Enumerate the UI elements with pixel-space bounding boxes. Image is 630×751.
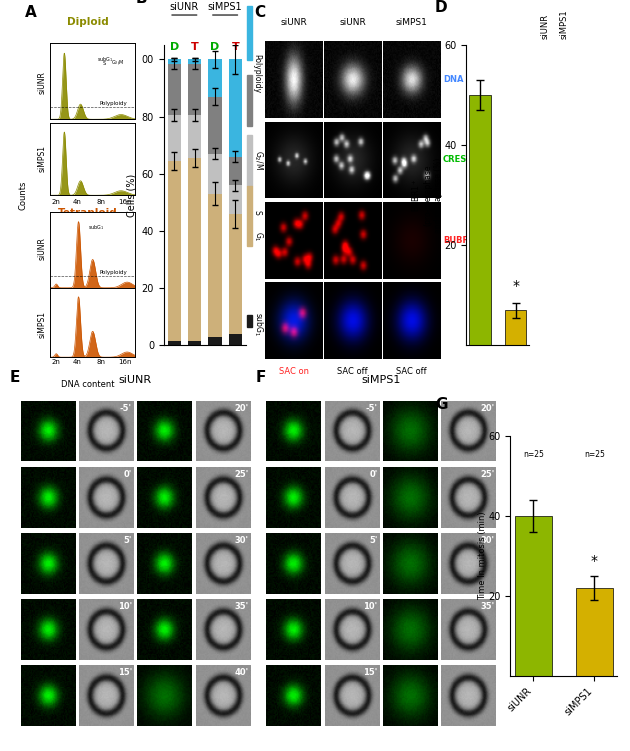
Bar (188, 115, 201, 158)
Bar (248, 135, 252, 186)
Text: B: B (135, 0, 147, 6)
Text: *: * (591, 553, 598, 568)
Bar (248, 315, 252, 327)
Y-axis label: BUBR1$^+$
(pro-metaphase
and metaphase (%): BUBR1$^+$ (pro-metaphase and metaphase (… (410, 158, 443, 233)
Bar (209, 194, 222, 337)
Bar (229, 214, 242, 334)
Text: siUNR: siUNR (280, 18, 307, 27)
Bar (188, 64, 201, 115)
Text: D: D (435, 0, 447, 15)
Y-axis label: Cells (%): Cells (%) (126, 173, 136, 217)
Text: 16n: 16n (118, 198, 132, 204)
Bar (188, 341, 201, 345)
Text: siMPS1: siMPS1 (559, 10, 568, 39)
Text: 16n: 16n (118, 359, 132, 365)
Bar (229, 185, 242, 214)
Text: siMPS1: siMPS1 (208, 2, 243, 12)
Text: G: G (435, 397, 448, 412)
Bar (248, 6, 252, 60)
Text: 4n: 4n (73, 359, 82, 365)
Bar (576, 588, 612, 676)
Text: n=25: n=25 (523, 450, 544, 459)
Text: siMPS1: siMPS1 (38, 146, 47, 173)
Text: BUBR1: BUBR1 (443, 236, 474, 245)
Text: siUNR: siUNR (119, 375, 152, 385)
Bar (469, 95, 491, 345)
Text: DNA content: DNA content (61, 380, 114, 389)
Bar (229, 157, 242, 185)
Bar (515, 516, 552, 676)
Text: Tetraploid: Tetraploid (58, 209, 117, 219)
Text: subG$_1$: subG$_1$ (252, 312, 265, 337)
Bar (209, 154, 222, 194)
Text: G$_2$/M: G$_2$/M (252, 150, 265, 170)
Text: D: D (210, 42, 220, 53)
Text: E: E (9, 369, 20, 385)
Text: D: D (169, 42, 179, 53)
Text: F: F (255, 369, 266, 385)
Bar (209, 97, 222, 154)
Text: siMPS1: siMPS1 (396, 18, 428, 27)
Text: 2n: 2n (52, 198, 60, 204)
Bar (229, 334, 242, 345)
Bar (168, 161, 181, 341)
Text: siUNR: siUNR (38, 71, 47, 95)
Bar (209, 337, 222, 345)
Text: n=25: n=25 (584, 450, 605, 459)
Bar (229, 59, 242, 157)
Text: siMPS1: siMPS1 (362, 375, 401, 385)
Bar (209, 59, 222, 97)
Text: siUNR: siUNR (541, 14, 549, 39)
Bar (248, 186, 252, 246)
Bar (168, 115, 181, 161)
Text: S: S (252, 210, 261, 215)
Text: C: C (254, 5, 265, 20)
Text: DNA: DNA (443, 75, 463, 84)
Bar (188, 59, 201, 64)
Bar (168, 341, 181, 345)
Bar (168, 59, 181, 64)
Text: SAC off: SAC off (338, 367, 368, 376)
Text: A: A (25, 5, 37, 20)
Text: SAC on: SAC on (279, 367, 309, 376)
Text: SAC off: SAC off (396, 367, 427, 376)
Bar (188, 158, 201, 341)
Text: T: T (231, 42, 239, 53)
Text: siMPS1: siMPS1 (38, 311, 47, 338)
Text: 8n: 8n (96, 198, 106, 204)
Text: Polyploidy: Polyploidy (252, 54, 261, 93)
Text: siUNR: siUNR (38, 237, 47, 260)
Text: CREST: CREST (443, 155, 473, 164)
Text: 4n: 4n (73, 198, 82, 204)
Text: 8n: 8n (96, 359, 106, 365)
Text: *: * (512, 279, 519, 293)
Bar (248, 75, 252, 126)
Text: Merge: Merge (443, 316, 472, 325)
Text: siUNR: siUNR (169, 2, 199, 12)
Text: G$_1$: G$_1$ (252, 231, 265, 242)
Bar (168, 64, 181, 115)
Text: 2n: 2n (52, 359, 60, 365)
Bar (505, 310, 526, 345)
Text: Counts: Counts (18, 180, 28, 210)
Y-axis label: Time In mitosis (min): Time In mitosis (min) (478, 511, 487, 600)
Text: T: T (191, 42, 198, 53)
Text: Diploid: Diploid (67, 17, 108, 27)
Text: siUNR: siUNR (340, 18, 366, 27)
